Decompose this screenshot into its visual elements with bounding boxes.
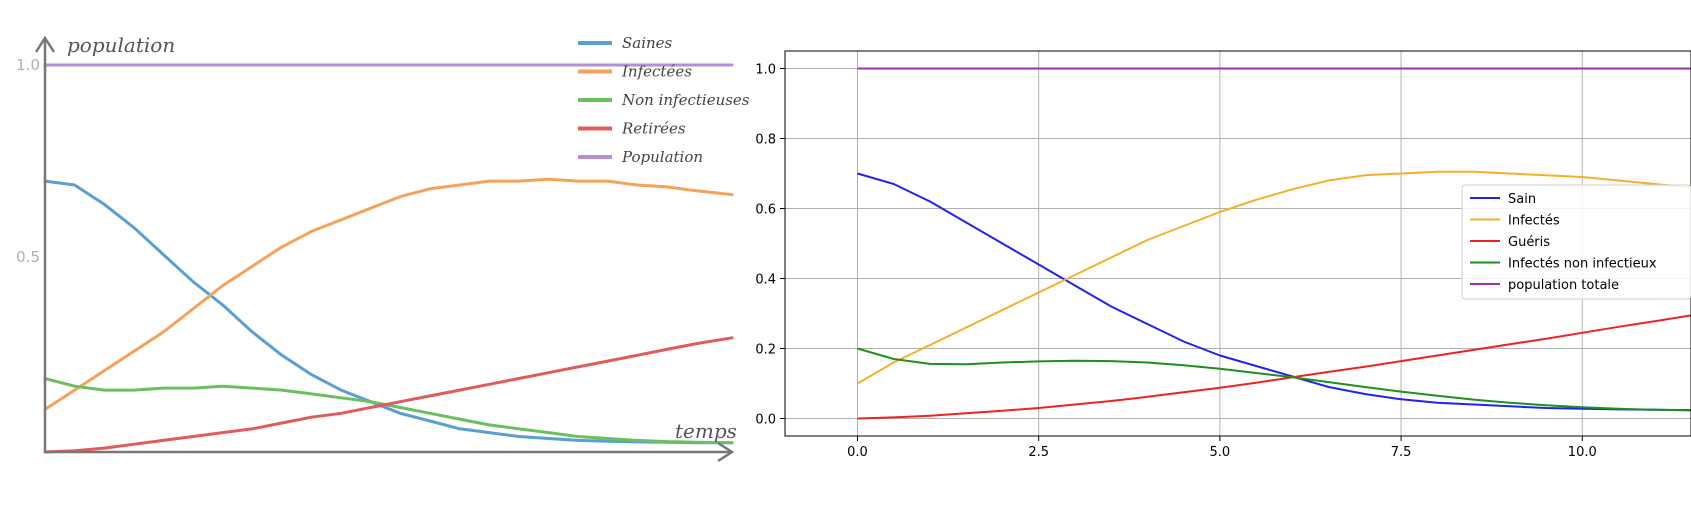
right-legend-label-infectes: Infectés — [1508, 214, 1560, 229]
left-legend: Saines Infectées Non infectieuses Retirées P… — [578, 34, 750, 166]
left-series-line-retirees — [43, 336, 734, 454]
right-x-tick-label: 5.0 — [1210, 445, 1231, 460]
left-legend-label-non-infectieuses: Non infectieuses — [621, 91, 750, 109]
left-legend-label-population: Population — [621, 148, 703, 166]
left-x-axis-arrow — [717, 441, 735, 463]
right-ticks: 0.0 2.5 5.0 7.5 10.0 0.0 0.2 0.4 0.6 0.8 1.0 — [755, 63, 1596, 461]
right-y-tick-label: 0.6 — [755, 203, 776, 218]
right-chart: 0.0 2.5 5.0 7.5 10.0 0.0 0.2 0.4 0.6 0.8 1.0 Sain I… — [755, 50, 1691, 461]
left-legend-label-saines: Saines — [622, 34, 673, 52]
left-legend-label-infectees: Infectées — [621, 63, 692, 81]
right-x-tick-label: 0.0 — [847, 445, 868, 460]
left-plot-area — [43, 63, 734, 454]
left-legend-label-retirees: Retirées — [621, 120, 686, 138]
right-plot-area — [856, 67, 1691, 420]
right-axes-frame — [784, 50, 1691, 437]
right-y-tick-label: 0.2 — [755, 343, 776, 358]
left-series-line-infectees — [43, 177, 734, 411]
left-y-axis-label: population — [67, 33, 175, 57]
right-legend-box — [1461, 184, 1691, 300]
left-y-tick-label: 0.5 — [16, 248, 40, 266]
right-series-line-infectes-non-infectieux — [857, 347, 1691, 412]
right-legend-label-sain: Sain — [1508, 192, 1536, 207]
right-y-tick-label: 1.0 — [755, 63, 776, 78]
right-y-tick-label: 0.0 — [755, 413, 776, 428]
right-legend: Sain Infectés Guéris Infectés non infectieu… — [1461, 184, 1691, 300]
left-series-line-saines — [43, 179, 734, 445]
right-legend-label-gueris: Guéris — [1508, 235, 1550, 250]
right-y-tick-label: 0.4 — [755, 273, 776, 288]
right-x-tick-label: 10.0 — [1568, 445, 1597, 460]
left-y-axis-arrow — [34, 35, 56, 53]
right-y-tick-label: 0.8 — [755, 133, 776, 148]
right-legend-label-infectes-non-infectieux: Infectés non infectieux — [1508, 257, 1657, 272]
right-legend-label-population-totale: population totale — [1508, 278, 1619, 293]
left-chart: population temps 1.0 0.5 Saines Infectées… — [16, 33, 750, 463]
right-x-tick-label: 2.5 — [1028, 445, 1049, 460]
left-y-tick-label: 1.0 — [16, 56, 40, 74]
right-series-line-gueris — [857, 314, 1691, 420]
right-series-line-infectes — [856, 170, 1691, 385]
right-series-line-sain — [857, 172, 1691, 412]
right-x-tick-label: 7.5 — [1391, 445, 1412, 460]
left-x-axis-label: temps — [675, 419, 737, 443]
